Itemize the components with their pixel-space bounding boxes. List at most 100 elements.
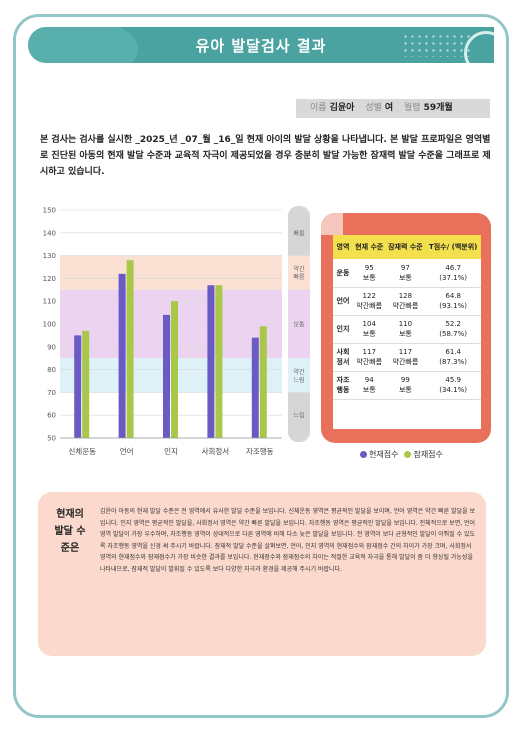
y-tick-label: 130: [43, 252, 56, 260]
age-label: 월령: [404, 103, 421, 113]
header-dots-decoration: [402, 33, 472, 57]
bar-current: [118, 273, 126, 438]
legend-current-label: 현재점수: [369, 450, 399, 459]
child-name: 김윤아: [329, 103, 355, 113]
band-label: 빠름: [293, 229, 305, 237]
band-label-segment: [288, 289, 310, 359]
row-potential-value: 99: [400, 376, 410, 384]
bar-current: [163, 314, 170, 438]
row-area: 인지: [333, 315, 353, 344]
row-potential-value: 110: [398, 320, 413, 328]
bar-potential: [215, 285, 223, 438]
row-tscore: 64.8 (93.1%): [425, 287, 481, 316]
chart-legend: 현재점수 잠재점수: [360, 449, 443, 460]
row-potential-sub: 약간빠름: [392, 302, 419, 310]
row-potential: 128 약간빠름: [385, 287, 426, 316]
row-tscore-value: 46.7: [445, 263, 461, 272]
score-table-card: 영역 현재 수준 잠재력 수준 T점수/ (백분위) 운동 95 보통 97 보통 46.…: [321, 213, 491, 443]
row-current-value: 117: [362, 348, 376, 356]
row-tscore-value: 64.8: [445, 292, 461, 300]
row-tscore-value: 61.4: [445, 348, 461, 356]
development-chart-svg: 5060708090100110120130140150빠름약간빠름보통약간느림…: [43, 206, 310, 456]
row-potential-value: 117: [398, 348, 413, 356]
band-label: 약간: [293, 265, 305, 273]
row-current-sub: 약간빠름: [356, 302, 383, 310]
score-table-header: 영역 현재 수준 잠재력 수준 T점수/ (백분위): [333, 235, 481, 259]
band-label: 느림: [293, 376, 304, 384]
row-tscore: 46.7 (37.1%): [425, 259, 481, 288]
row-current: 94 보통: [353, 371, 386, 400]
y-tick-label: 110: [43, 298, 56, 306]
card-fold-decoration: [321, 213, 343, 235]
y-tick-label: 90: [47, 343, 56, 351]
gender-label: 성별: [365, 103, 382, 113]
row-current-value: 104: [362, 320, 376, 328]
y-tick-label: 80: [47, 366, 56, 374]
row-potential: 97 보통: [385, 259, 426, 288]
intro-paragraph: 본 검사는 검사를 실시한 _2025_년 _07_월 _16_일 현재 아이의…: [40, 135, 491, 177]
y-tick-label: 50: [47, 435, 56, 443]
row-potential-value: 128: [398, 292, 413, 300]
header-ring-decoration: [464, 31, 494, 63]
row-tscore-sub: (37.1%): [439, 273, 467, 282]
description-box: 현재의 발달 수준은 김윤아 아동의 현재 발달 수준은 전 영역에서 유사한 …: [38, 492, 486, 656]
band-label-segment: [288, 358, 310, 393]
x-tick-label: 사회정서: [202, 446, 230, 456]
row-potential-sub: 약간빠름: [392, 358, 419, 366]
description-text: 김윤아 아동의 현재 발달 수준은 전 영역에서 유사한 발달 수준을 보입니다…: [100, 508, 476, 573]
row-area: 사회 정서: [333, 343, 353, 372]
header-current: 현재 수준: [353, 235, 386, 259]
row-tscore: 45.9 (34.1%): [425, 371, 481, 400]
header-tscore: T점수/ (백분위): [425, 235, 481, 259]
band-label: 약간: [293, 368, 305, 376]
row-potential-value: 97: [400, 263, 410, 272]
row-tscore-sub: (58.7%): [439, 330, 467, 338]
row-current-value: 94: [364, 376, 374, 384]
row-tscore-value: 45.9: [445, 376, 461, 384]
y-tick-label: 60: [47, 412, 56, 420]
table-row: 자조 행동 94 보통 99 보통 45.9 (34.1%): [333, 371, 481, 400]
row-current-value: 122: [362, 292, 376, 300]
bar-current: [74, 335, 82, 438]
table-row: 인지 104 보통 110 보통 52.2 (58.7%): [333, 315, 481, 344]
row-tscore: 52.2 (58.7%): [425, 315, 481, 344]
development-chart: 50 60 70 80 90 100 110 120 130 140 150 빠름 약간 빠름 보통 약간 느림…: [30, 200, 320, 470]
child-info-bar: 이름 김윤아 성별 여 월령 59개월: [296, 99, 490, 118]
x-tick-label: 언어: [120, 446, 134, 456]
legend-current: 현재점수: [360, 449, 398, 460]
y-tick-label: 120: [43, 275, 56, 283]
table-row: 언어 122 약간빠름 128 약간빠름 64.8 (93.1%): [333, 287, 481, 316]
row-potential: 110 보통: [385, 315, 426, 344]
row-potential: 117 약간빠름: [385, 343, 426, 372]
row-tscore-sub: (93.1%): [439, 302, 467, 310]
bar-potential: [126, 260, 134, 438]
row-tscore: 61.4 (87.3%): [425, 343, 481, 372]
row-current: 117 약간빠름: [353, 343, 386, 372]
child-age: 59개월: [423, 103, 453, 113]
score-table: 영역 현재 수준 잠재력 수준 T점수/ (백분위) 운동 95 보통 97 보통 46.…: [333, 235, 481, 400]
row-tscore-value: 52.2: [445, 320, 461, 328]
y-tick-label: 70: [47, 389, 56, 397]
y-tick-label: 150: [43, 207, 56, 215]
x-tick-label: 자조행동: [246, 446, 274, 456]
name-label: 이름: [310, 103, 327, 113]
x-tick-label: 인지: [164, 446, 178, 456]
band-label-segment: [288, 255, 310, 290]
bar-current: [207, 285, 215, 438]
chart-band: [60, 255, 282, 290]
legend-current-dot-icon: [360, 451, 367, 458]
score-table-wrapper: 영역 현재 수준 잠재력 수준 T점수/ (백분위) 운동 95 보통 97 보통 46.…: [333, 235, 481, 429]
row-potential-sub: 보통: [398, 386, 412, 394]
report-header: 유아 발달검사 결과: [28, 27, 494, 63]
row-current: 122 약간빠름: [353, 287, 386, 316]
band-label: 느림: [293, 412, 304, 420]
child-gender: 여: [384, 103, 394, 113]
row-current-sub: 보통: [362, 330, 376, 338]
row-area: 언어: [333, 287, 353, 316]
row-current-sub: 보통: [362, 273, 376, 282]
y-tick-label: 140: [43, 229, 56, 237]
header-potential: 잠재력 수준: [385, 235, 426, 259]
band-label: 보통: [293, 322, 305, 329]
row-current-value: 95: [364, 263, 374, 272]
y-tick-label: 100: [43, 321, 56, 329]
